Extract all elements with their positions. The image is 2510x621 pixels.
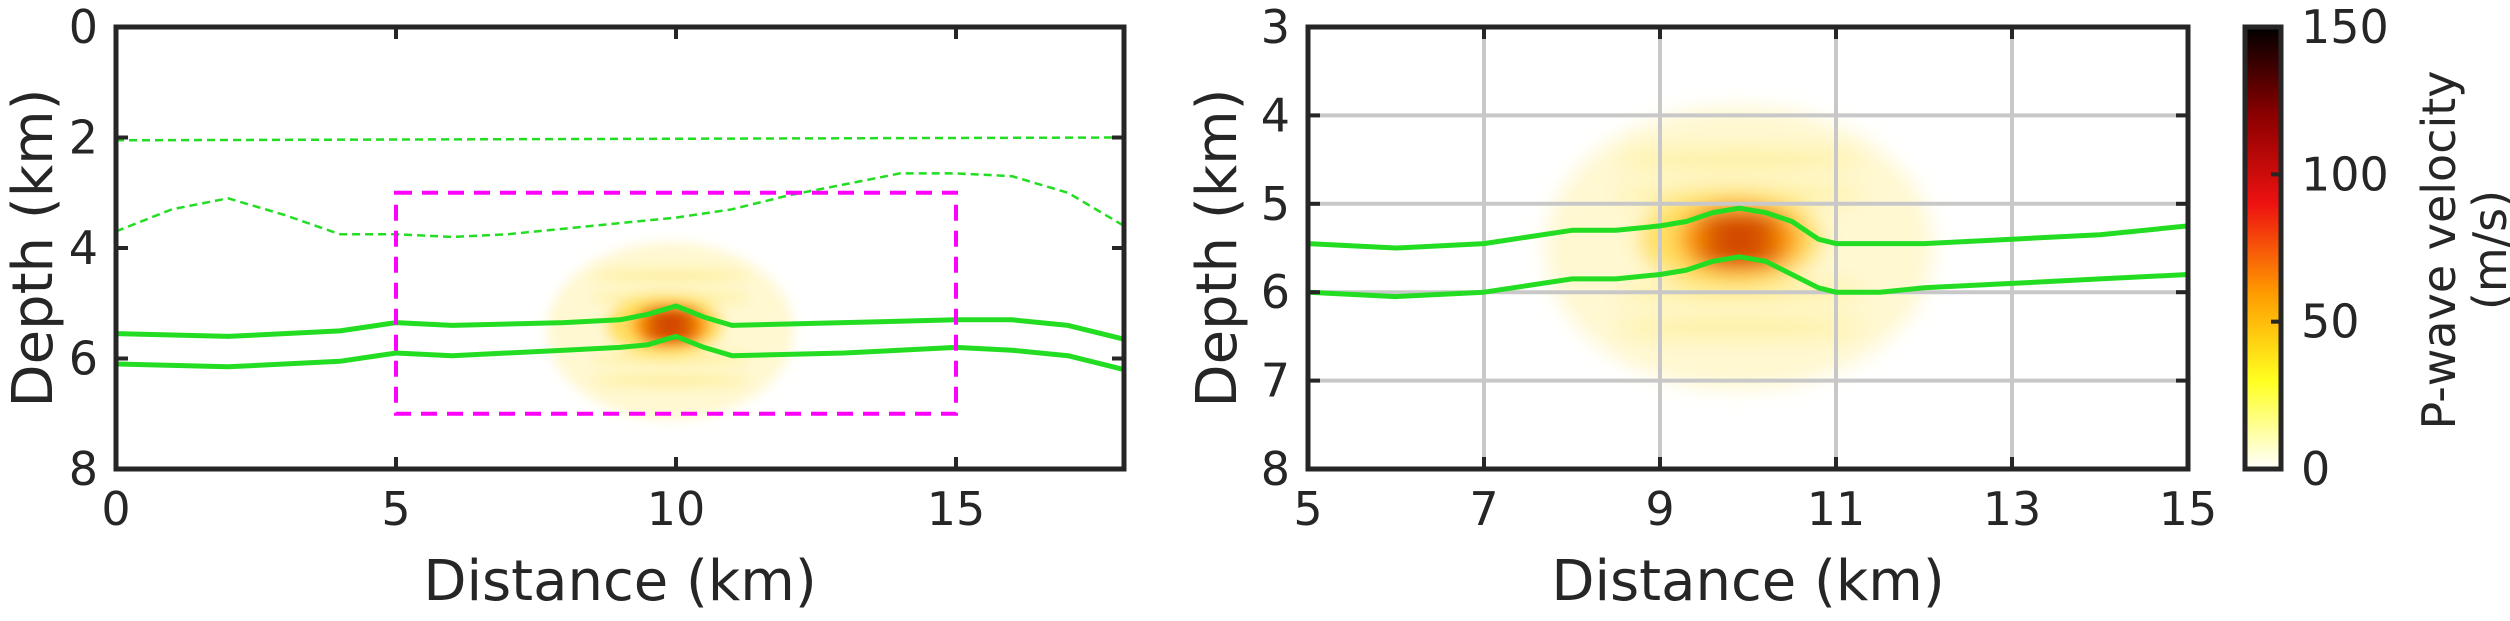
x-tick-label: 10 xyxy=(647,482,706,536)
velocity-anomaly xyxy=(547,242,794,420)
anomaly-fringe xyxy=(592,373,749,388)
panel-zoom: 5 7 9 11 13 15 3 4 5 6 7 8 Distance (km) Depth (km… xyxy=(1185,0,2217,614)
panel-overview: 0 5 10 15 0 2 4 6 8 Distance (km) Depth (km) xyxy=(1,0,1127,614)
velocity-anomaly xyxy=(1545,106,1933,390)
x-axis-label: Distance (km) xyxy=(423,549,816,614)
series-line-4 xyxy=(116,172,1124,239)
heatmap-layer xyxy=(547,242,794,420)
colorbar-frame xyxy=(2242,24,2284,472)
series-layer xyxy=(1308,205,2188,300)
y-tick-labels: 0 2 4 6 8 xyxy=(69,0,98,496)
anomaly-fringe xyxy=(1616,316,1863,339)
y-axis-label: Depth (km) xyxy=(1185,88,1250,407)
y-tick-label: 4 xyxy=(1261,88,1290,142)
y-tick-label: 8 xyxy=(1261,442,1290,496)
colorbar-tick-label: 50 xyxy=(2301,295,2360,349)
colorbar: 0 50 100 150 P-wave velocity (m/s) xyxy=(2242,0,2510,496)
y-tick-label: 5 xyxy=(1261,177,1290,231)
series-line-1 xyxy=(1308,205,2188,251)
series-line-2 xyxy=(116,333,1124,373)
y-tick-labels: 3 4 5 6 7 8 xyxy=(1261,0,1290,496)
anomaly-fringe xyxy=(592,268,749,283)
y-tick-label: 8 xyxy=(69,442,98,496)
series-layer xyxy=(116,136,1124,373)
x-tick-label: 15 xyxy=(927,482,986,536)
x-tick-label: 11 xyxy=(1807,482,1866,536)
x-tick-label: 15 xyxy=(2159,482,2218,536)
y-tick-label: 0 xyxy=(69,0,98,54)
anomaly-core xyxy=(1695,232,1784,247)
anomaly-fringe xyxy=(592,351,749,366)
series-line-1 xyxy=(116,303,1124,342)
colorbar-unit: (m/s) xyxy=(2463,190,2510,310)
y-tick-label: 7 xyxy=(1261,354,1290,408)
tick-marks xyxy=(114,25,1124,471)
colorbar-label: P-wave velocity xyxy=(2412,70,2466,429)
anomaly-core xyxy=(1695,214,1784,229)
x-tick-labels: 5 7 9 11 13 15 xyxy=(1293,482,2217,536)
x-tick-label: 0 xyxy=(101,482,130,536)
x-tick-label: 7 xyxy=(1469,482,1498,536)
colorbar-gradient xyxy=(2245,27,2281,469)
anomaly-core xyxy=(642,320,699,330)
axes-frame xyxy=(1305,24,2191,472)
y-tick-label: 6 xyxy=(1261,265,1290,319)
colorbar-ticks: 0 50 100 150 xyxy=(2271,0,2389,496)
y-tick-label: 3 xyxy=(1261,0,1290,54)
colorbar-tick-label: 0 xyxy=(2301,442,2330,496)
y-tick-label: 4 xyxy=(69,221,98,275)
tick-marks xyxy=(1306,25,2190,471)
x-tick-label: 5 xyxy=(381,482,410,536)
x-tick-label: 13 xyxy=(1983,482,2042,536)
series-line-2 xyxy=(1308,254,2188,300)
x-tick-label: 5 xyxy=(1293,482,1322,536)
anomaly-fringe xyxy=(1616,148,1863,171)
colorbar-tick-label: 100 xyxy=(2301,147,2389,201)
x-tick-label: 9 xyxy=(1645,482,1674,536)
colorbar-tick-label: 150 xyxy=(2301,0,2389,54)
x-axis-label: Distance (km) xyxy=(1551,549,1944,614)
y-tick-label: 2 xyxy=(69,111,98,165)
x-tick-labels: 0 5 10 15 xyxy=(101,482,985,536)
y-axis-label: Depth (km) xyxy=(1,88,66,407)
heatmap-layer xyxy=(1545,106,1933,390)
y-tick-label: 6 xyxy=(69,332,98,386)
